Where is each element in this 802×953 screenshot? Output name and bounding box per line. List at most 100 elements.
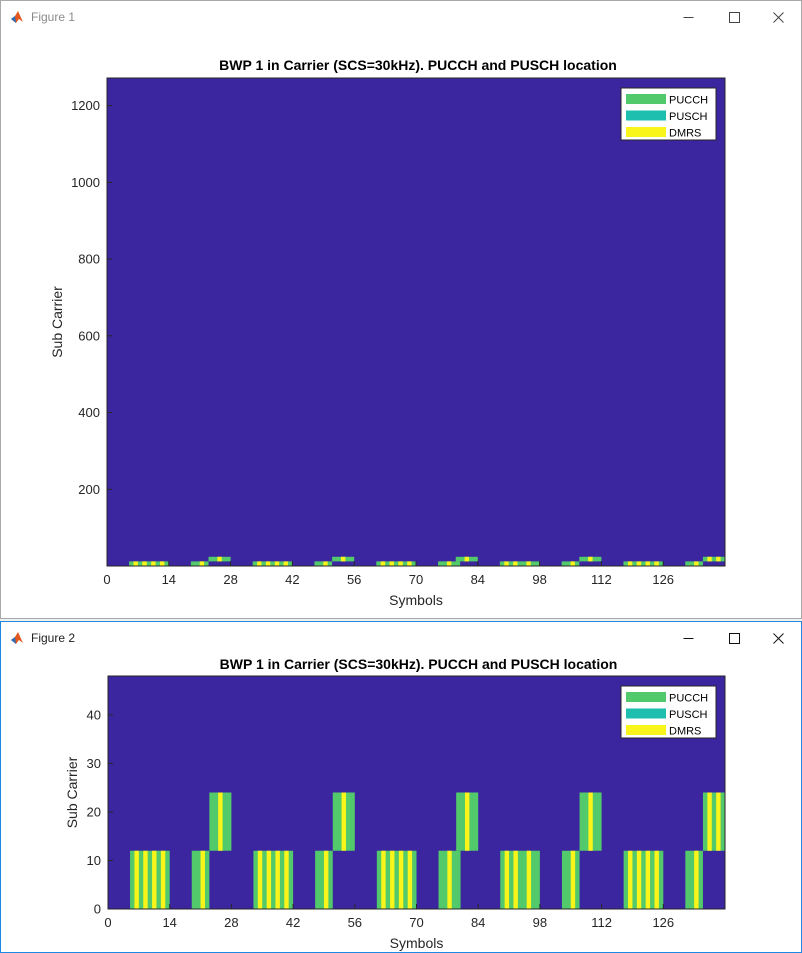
- dmrs-symbol: [380, 561, 386, 566]
- y-axis-label: Sub Carrier: [64, 756, 80, 828]
- dmrs-symbol: [694, 850, 699, 909]
- y-tick-label: 40: [87, 707, 101, 722]
- x-axis-label: Symbols: [390, 935, 444, 951]
- dmrs-symbol: [513, 850, 518, 909]
- x-tick-label: 56: [347, 572, 361, 587]
- x-tick-label: 42: [286, 915, 300, 930]
- close-button[interactable]: [755, 622, 801, 654]
- maximize-button[interactable]: [711, 622, 757, 654]
- legend-entry: DMRS: [669, 128, 701, 140]
- figure-canvas: BWP 1 in Carrier (SCS=30kHz). PUCCH and …: [1, 654, 801, 952]
- x-tick-label: 14: [162, 915, 176, 930]
- y-tick-label: 1000: [71, 175, 100, 190]
- pucch-region: [376, 561, 416, 566]
- y-tick-label: 400: [78, 405, 100, 420]
- dmrs-symbol: [636, 850, 642, 909]
- pucch-region: [702, 792, 725, 851]
- y-tick-label: 200: [78, 482, 100, 497]
- dmrs-symbol: [446, 561, 452, 566]
- dmrs-symbol: [323, 561, 328, 566]
- x-axis-label: Symbols: [389, 592, 443, 608]
- dmrs-symbol: [143, 850, 148, 909]
- x-tick-label: 70: [409, 915, 423, 930]
- dmrs-symbol: [200, 850, 205, 909]
- dmrs-symbol: [257, 850, 263, 909]
- dmrs-symbol: [707, 792, 712, 851]
- pucch-region: [129, 561, 169, 566]
- dmrs-symbol: [636, 561, 642, 566]
- y-axis-label: Sub Carrier: [49, 286, 65, 358]
- y-tick-label: 800: [78, 252, 100, 267]
- dmrs-symbol: [716, 556, 721, 562]
- dmrs-symbol: [133, 561, 138, 566]
- window-title: Figure 2: [31, 631, 76, 645]
- dmrs-symbol: [160, 850, 166, 909]
- x-tick-label: 84: [471, 915, 485, 930]
- matlab-logo-icon: [11, 632, 23, 644]
- pucch-region: [702, 556, 725, 562]
- legend-swatch: [626, 708, 666, 719]
- pucch-region: [685, 850, 703, 909]
- minimize-button[interactable]: [665, 1, 711, 33]
- dmrs-symbol: [323, 850, 329, 909]
- x-tick-label: 28: [223, 572, 237, 587]
- dmrs-symbol: [504, 850, 510, 909]
- maximize-button[interactable]: [711, 1, 757, 33]
- legend-entry: DMRS: [669, 726, 701, 738]
- dmrs-symbol: [134, 850, 139, 909]
- dmrs-symbol: [526, 850, 532, 909]
- dmrs-symbol: [398, 561, 403, 566]
- pucch-region: [623, 561, 664, 566]
- close-icon: [772, 11, 784, 23]
- legend-swatch: [626, 110, 666, 121]
- plot-area: [107, 78, 725, 566]
- legend: PUCCH PUSCH DMRS: [620, 87, 717, 141]
- figure-2-window: Figure 2 BWP 1 in Carrier (SCS=30kHz). P…: [0, 621, 802, 953]
- dmrs-symbol: [151, 561, 156, 566]
- dmrs-symbol: [627, 561, 633, 566]
- x-tick-label: 98: [533, 915, 547, 930]
- dmrs-symbol: [588, 792, 593, 851]
- title-bar[interactable]: Figure 1: [1, 1, 801, 33]
- dmrs-symbol: [588, 556, 593, 562]
- x-tick-label: 112: [591, 572, 612, 587]
- chart-title: BWP 1 in Carrier (SCS=30kHz). PUCCH and …: [219, 57, 617, 73]
- legend-swatch: [626, 725, 666, 735]
- dmrs-symbol: [407, 850, 413, 909]
- y-tick-label: 20: [87, 804, 101, 819]
- minimize-icon: [683, 16, 693, 18]
- minimize-button[interactable]: [665, 622, 711, 654]
- legend-swatch: [626, 127, 666, 137]
- dmrs-symbol: [526, 561, 531, 566]
- x-tick-label: 0: [104, 915, 111, 930]
- dmrs-symbol: [217, 556, 222, 562]
- y-tick-label: 1200: [71, 98, 100, 113]
- maximize-icon: [728, 11, 740, 23]
- dmrs-symbol: [340, 556, 346, 562]
- figure-1-window: Figure 1 BWP 1 in Carrier (SCS=30kHz). P…: [0, 0, 802, 619]
- dmrs-symbol: [257, 561, 262, 566]
- dmrs-symbol: [504, 561, 509, 566]
- chart-1: BWP 1 in Carrier (SCS=30kHz). PUCCH and …: [49, 57, 726, 608]
- title-bar[interactable]: Figure 2: [1, 622, 801, 654]
- x-tick-label: 84: [471, 572, 485, 587]
- dmrs-symbol: [513, 561, 518, 566]
- x-tick-label: 56: [348, 915, 362, 930]
- dmrs-symbol: [707, 556, 712, 562]
- x-tick-label: 126: [652, 572, 674, 587]
- dmrs-symbol: [152, 850, 157, 909]
- legend-entry: PUSCH: [669, 111, 708, 123]
- dmrs-symbol: [159, 561, 165, 566]
- close-button[interactable]: [755, 1, 801, 33]
- x-tick-label: 70: [409, 572, 423, 587]
- legend-swatch: [626, 692, 666, 702]
- y-tick-label: 30: [87, 756, 101, 771]
- dmrs-symbol: [284, 850, 289, 909]
- dmrs-symbol: [570, 850, 576, 909]
- dmrs-symbol: [266, 850, 272, 909]
- y-tick-label: 600: [78, 328, 100, 343]
- matlab-logo-icon: [11, 11, 23, 23]
- legend-swatch: [626, 94, 666, 104]
- legend-entry: PUCCH: [669, 693, 708, 705]
- chart-title: BWP 1 in Carrier (SCS=30kHz). PUCCH and …: [220, 656, 618, 672]
